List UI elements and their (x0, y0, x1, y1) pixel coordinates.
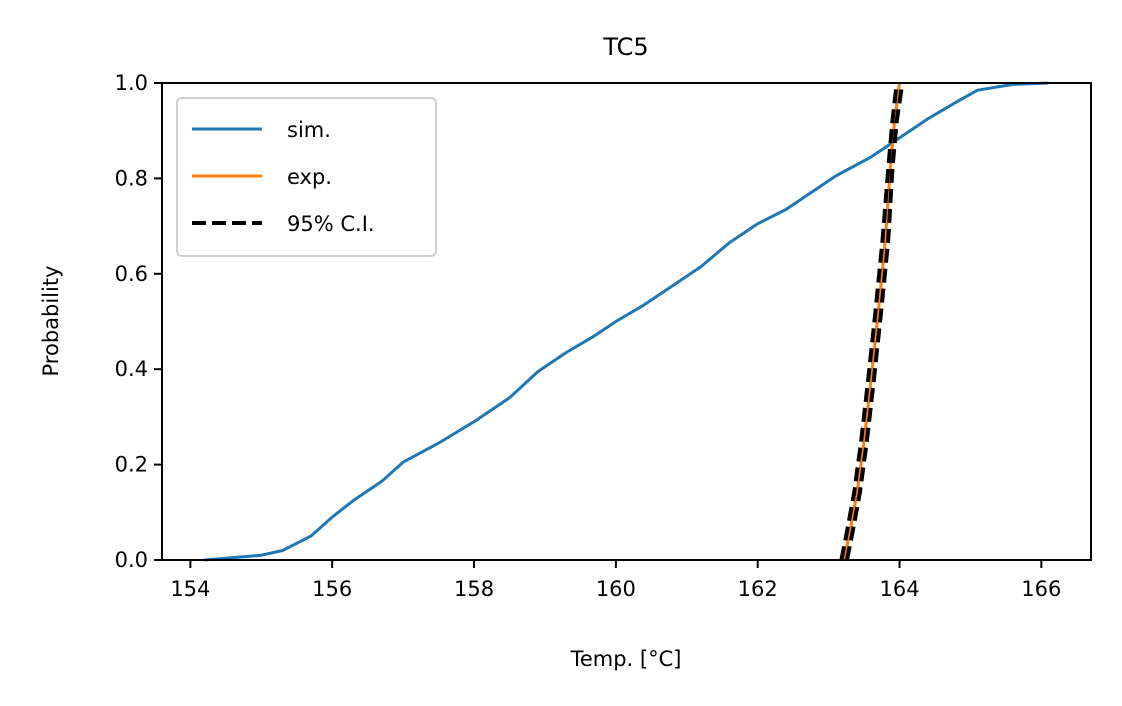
series-line-4 (845, 82, 905, 561)
legend: sim. exp. 95% C.I. (176, 97, 437, 257)
series-line-3 (839, 82, 899, 561)
series-line-2 (842, 82, 901, 561)
y-tick-label: 0.0 (115, 548, 148, 572)
x-axis: 154 156 158 160 162 164 166 (170, 560, 1061, 601)
series-line-1 (204, 81, 1049, 562)
legend-box (176, 97, 437, 257)
y-axis-title: Probability (39, 265, 63, 376)
y-tick-label: 1.0 (115, 71, 148, 95)
y-tick-label: 0.4 (115, 357, 148, 381)
legend-label: exp. (287, 165, 332, 189)
chart-title: TC5 (602, 33, 648, 61)
plot-area (204, 81, 1049, 562)
x-tick-label: 156 (312, 577, 352, 601)
x-tick-label: 160 (596, 577, 636, 601)
x-tick-label: 154 (170, 577, 210, 601)
plot-frame (161, 82, 1092, 561)
y-tick-label: 0.8 (115, 166, 148, 190)
x-axis-title: Temp. [°C] (570, 647, 682, 671)
x-tick-label: 164 (879, 577, 919, 601)
y-tick-label: 0.6 (115, 262, 148, 286)
x-tick-label: 162 (738, 577, 778, 601)
x-tick-label: 158 (454, 577, 494, 601)
y-tick-label: 0.2 (115, 453, 148, 477)
x-tick-label: 166 (1021, 577, 1061, 601)
y-axis: 0.0 0.2 0.4 0.6 0.8 1.0 (115, 71, 162, 572)
legend-label: 95% C.I. (287, 212, 375, 236)
legend-label: sim. (287, 118, 331, 142)
